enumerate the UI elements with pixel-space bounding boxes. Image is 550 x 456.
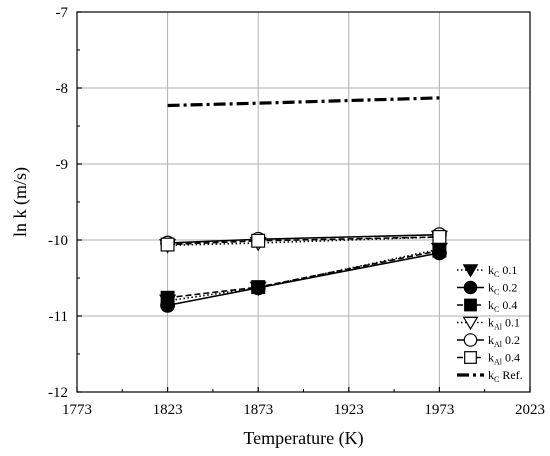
x-tick-label: 1823	[153, 402, 183, 418]
legend-entry: kC 0.2	[457, 281, 517, 297]
legend-label: kC 0.2	[488, 281, 517, 297]
x-tick-label: 1773	[62, 402, 92, 418]
series-line	[167, 249, 440, 299]
legend-entry: kAl 0.1	[457, 316, 520, 332]
series-2	[167, 249, 440, 299]
legend-marker	[463, 280, 478, 295]
axis-ticks: 1773 1823 1873 1923 1973 2023 -12 -11 -10 -9 -8 -7	[48, 5, 545, 418]
plot-frame	[76, 11, 531, 393]
data-point	[432, 243, 447, 258]
legend-label: kAl 0.1	[488, 316, 520, 332]
legend-entry: kC 0.4	[457, 298, 517, 314]
series-layer	[159, 96, 448, 313]
legend-entry: kC 0.1	[457, 263, 517, 279]
legend-label: kC Ref.	[488, 368, 523, 384]
x-tick-label: 1973	[424, 402, 454, 418]
series-line	[167, 252, 440, 307]
series-1	[167, 252, 440, 307]
legend-marker	[464, 351, 477, 364]
legend-label: kAl 0.4	[488, 351, 520, 367]
data-point	[432, 229, 447, 244]
y-tick-label: -9	[56, 157, 69, 173]
y-axis-label: ln k (m/s)	[10, 167, 31, 237]
legend-marker	[463, 333, 478, 347]
x-tick-label: 1923	[334, 402, 364, 418]
legend-marker	[462, 264, 479, 278]
legend-entry: kAl 0.2	[457, 333, 520, 349]
x-tick-label: 1873	[243, 402, 273, 418]
data-point	[160, 237, 175, 252]
y-tick-label: -11	[49, 309, 68, 325]
legend-marker	[462, 316, 479, 331]
series-points-2	[160, 243, 447, 305]
grid-lines	[76, 11, 531, 393]
y-tick-label: -10	[48, 233, 68, 249]
legend-label: kC 0.4	[488, 298, 517, 314]
legend-label: kAl 0.2	[488, 333, 520, 349]
x-axis-label: Temperature (K)	[243, 428, 363, 449]
data-point	[251, 233, 266, 248]
y-tick-label: -12	[48, 385, 68, 401]
data-point	[160, 290, 175, 305]
y-tick-label: -7	[56, 5, 69, 21]
series-points-5	[160, 229, 447, 252]
series-4	[167, 233, 440, 244]
legend-entry: kC Ref.	[457, 368, 523, 384]
legend-label: kC 0.1	[488, 263, 517, 279]
x-tick-label: 2023	[515, 402, 545, 418]
series-line	[167, 233, 440, 244]
legend-marker	[464, 298, 477, 312]
series-6	[167, 96, 440, 108]
series-line	[167, 96, 440, 108]
legend-entry: kAl 0.4	[457, 351, 520, 367]
y-tick-label: -8	[56, 81, 69, 97]
data-point	[251, 280, 266, 295]
